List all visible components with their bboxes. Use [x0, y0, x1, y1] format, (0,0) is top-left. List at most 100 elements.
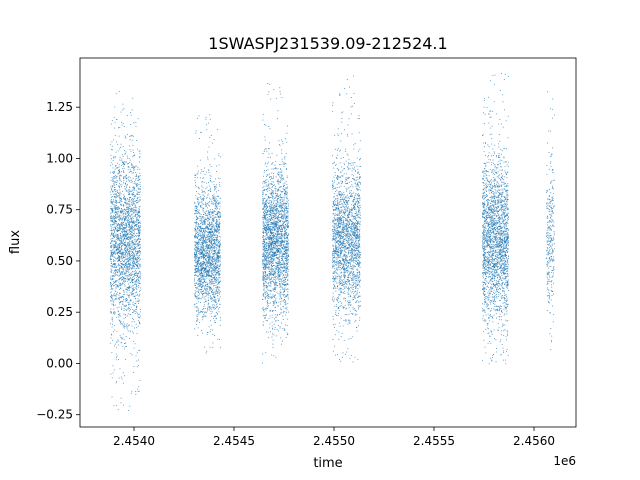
data-point [199, 232, 201, 234]
data-point [284, 274, 286, 276]
data-point [130, 202, 132, 203]
data-point [127, 199, 129, 201]
data-point [214, 276, 216, 278]
data-point [111, 245, 113, 247]
data-point [213, 198, 215, 200]
data-point [121, 296, 122, 298]
data-point [138, 221, 140, 223]
data-point [284, 253, 286, 254]
data-point [199, 281, 200, 282]
data-point [135, 241, 137, 243]
data-point [209, 209, 211, 211]
data-point [136, 198, 138, 199]
data-point [194, 237, 196, 239]
data-point [135, 210, 137, 212]
data-point [124, 259, 126, 260]
data-point [267, 195, 269, 197]
data-point [138, 231, 140, 233]
data-point [136, 235, 138, 237]
data-point [210, 270, 212, 272]
data-point [137, 268, 139, 269]
data-point [136, 202, 138, 203]
data-point [270, 268, 272, 270]
data-point [275, 188, 277, 189]
data-point [114, 246, 116, 248]
data-point [127, 261, 129, 263]
data-point [131, 207, 132, 209]
data-point [213, 219, 215, 221]
data-point [213, 242, 215, 244]
data-point [274, 282, 276, 284]
data-point [113, 156, 115, 158]
data-point [136, 224, 138, 225]
data-point [212, 347, 214, 348]
data-point [129, 236, 130, 238]
data-point [124, 196, 125, 198]
data-point [111, 271, 113, 273]
data-point [112, 216, 113, 218]
data-point [127, 219, 129, 221]
data-point [127, 243, 129, 245]
data-point [278, 234, 280, 236]
data-point [123, 296, 124, 298]
data-point [124, 230, 126, 232]
data-point [113, 204, 115, 206]
data-point [272, 185, 274, 187]
data-point [129, 230, 131, 232]
data-point [202, 264, 204, 265]
data-point [218, 225, 220, 227]
data-point [214, 258, 216, 260]
data-point [130, 114, 132, 116]
data-point [110, 271, 112, 272]
data-point [118, 172, 119, 174]
data-point [263, 269, 265, 270]
data-point [121, 212, 123, 214]
data-point [274, 168, 276, 170]
data-point [124, 224, 126, 226]
data-point [130, 209, 131, 211]
data-point [111, 269, 112, 271]
data-point [111, 208, 113, 209]
data-point [116, 330, 118, 332]
data-point [121, 175, 122, 177]
data-point [196, 262, 198, 264]
data-point [203, 221, 205, 222]
data-point [194, 222, 196, 223]
data-point [199, 312, 201, 313]
data-point [122, 278, 124, 280]
data-point [113, 220, 115, 222]
data-point [217, 255, 218, 256]
data-point [125, 204, 127, 206]
data-point [126, 225, 128, 227]
data-point [269, 211, 270, 212]
data-point [117, 216, 119, 218]
data-point [110, 277, 112, 279]
data-point [209, 241, 211, 243]
data-point [208, 243, 210, 245]
data-point [122, 219, 123, 220]
data-point [139, 264, 141, 266]
data-point [134, 265, 135, 267]
data-point [131, 219, 133, 221]
data-point [197, 201, 199, 203]
data-point [113, 223, 115, 225]
data-point [273, 304, 275, 306]
data-point [116, 119, 118, 120]
data-point [116, 167, 117, 169]
data-point [118, 298, 120, 299]
data-point [134, 204, 136, 206]
data-point [114, 218, 116, 219]
data-point [133, 265, 135, 267]
data-point [199, 274, 200, 276]
data-point [209, 197, 210, 199]
data-point [115, 209, 116, 210]
data-point [198, 239, 200, 240]
data-point [138, 233, 140, 235]
data-point [214, 279, 216, 281]
data-point [202, 194, 204, 196]
data-point [118, 269, 120, 271]
data-point [127, 191, 129, 193]
data-point [128, 267, 130, 268]
data-point [129, 186, 130, 188]
data-point [218, 216, 220, 217]
